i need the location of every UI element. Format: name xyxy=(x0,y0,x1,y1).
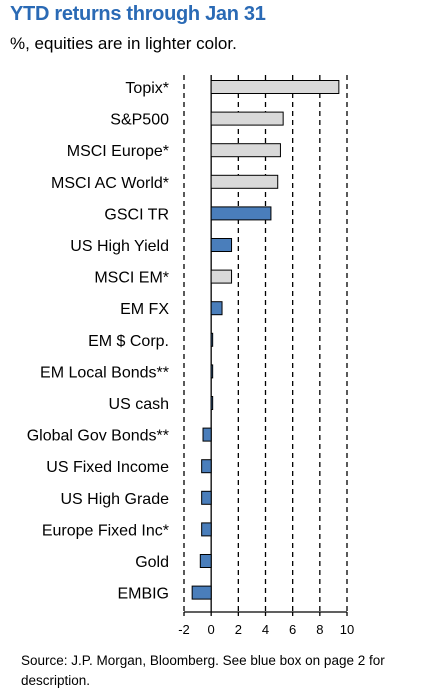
category-label: S&P500 xyxy=(110,112,169,129)
bar-9 xyxy=(210,364,214,379)
category-label: Europe Fixed Inc* xyxy=(42,522,169,539)
category-labels: Topix* S&P500 MSCI Europe* MSCI AC World* GS… xyxy=(27,80,170,603)
bar-5 xyxy=(210,238,233,252)
bar-7 xyxy=(210,301,223,316)
x-axis: -2 0 2 4 6 8 10 xyxy=(178,611,354,637)
x-tick-label: 0 xyxy=(208,622,215,637)
bar-13 xyxy=(201,490,212,505)
bar-0 xyxy=(210,80,340,94)
chart-subtitle: %, equities are in lighter color. xyxy=(10,34,237,53)
category-label: Global Gov Bonds** xyxy=(27,428,169,445)
source-note: Source: J.P. Morgan, Bloomberg. See blue… xyxy=(21,653,385,688)
chart-title: YTD returns through Jan 31 xyxy=(10,3,266,25)
bar-1 xyxy=(210,111,284,126)
bar-12 xyxy=(201,459,212,474)
bar-14 xyxy=(201,522,212,537)
bar-8 xyxy=(210,332,214,347)
x-tick-label: 4 xyxy=(262,622,269,637)
x-tick-label: 6 xyxy=(289,622,296,637)
category-label: US High Grade xyxy=(61,491,170,508)
category-label: MSCI Europe* xyxy=(67,143,169,160)
category-label: EM $ Corp. xyxy=(88,333,169,350)
bar-11 xyxy=(202,427,212,442)
category-label: EM Local Bonds** xyxy=(40,364,169,381)
category-label: US cash xyxy=(109,396,169,413)
category-label: EMBIG xyxy=(117,586,169,603)
category-label: US High Yield xyxy=(70,238,169,255)
bars xyxy=(191,80,340,600)
x-tick-label: 10 xyxy=(340,622,354,637)
bar-3 xyxy=(210,174,279,189)
bar-4 xyxy=(210,206,272,221)
bar-15 xyxy=(199,554,212,568)
category-label: EM FX xyxy=(120,301,169,318)
category-label: MSCI AC World* xyxy=(51,175,169,192)
bar-10 xyxy=(210,396,214,410)
bar-6 xyxy=(210,269,233,284)
category-label: GSCI TR xyxy=(104,206,169,223)
bar-16 xyxy=(191,585,212,600)
category-label: US Fixed Income xyxy=(46,459,169,476)
category-label: Topix* xyxy=(125,80,169,97)
bar-chart: Topix* S&P500 MSCI Europe* MSCI AC World* GS… xyxy=(27,75,354,637)
bar-2 xyxy=(210,143,281,158)
category-label: MSCI EM* xyxy=(94,270,169,287)
x-tick-label: -2 xyxy=(178,622,190,637)
x-tick-label: 2 xyxy=(235,622,242,637)
x-tick-label: 8 xyxy=(316,622,323,637)
category-label: Gold xyxy=(135,554,169,571)
